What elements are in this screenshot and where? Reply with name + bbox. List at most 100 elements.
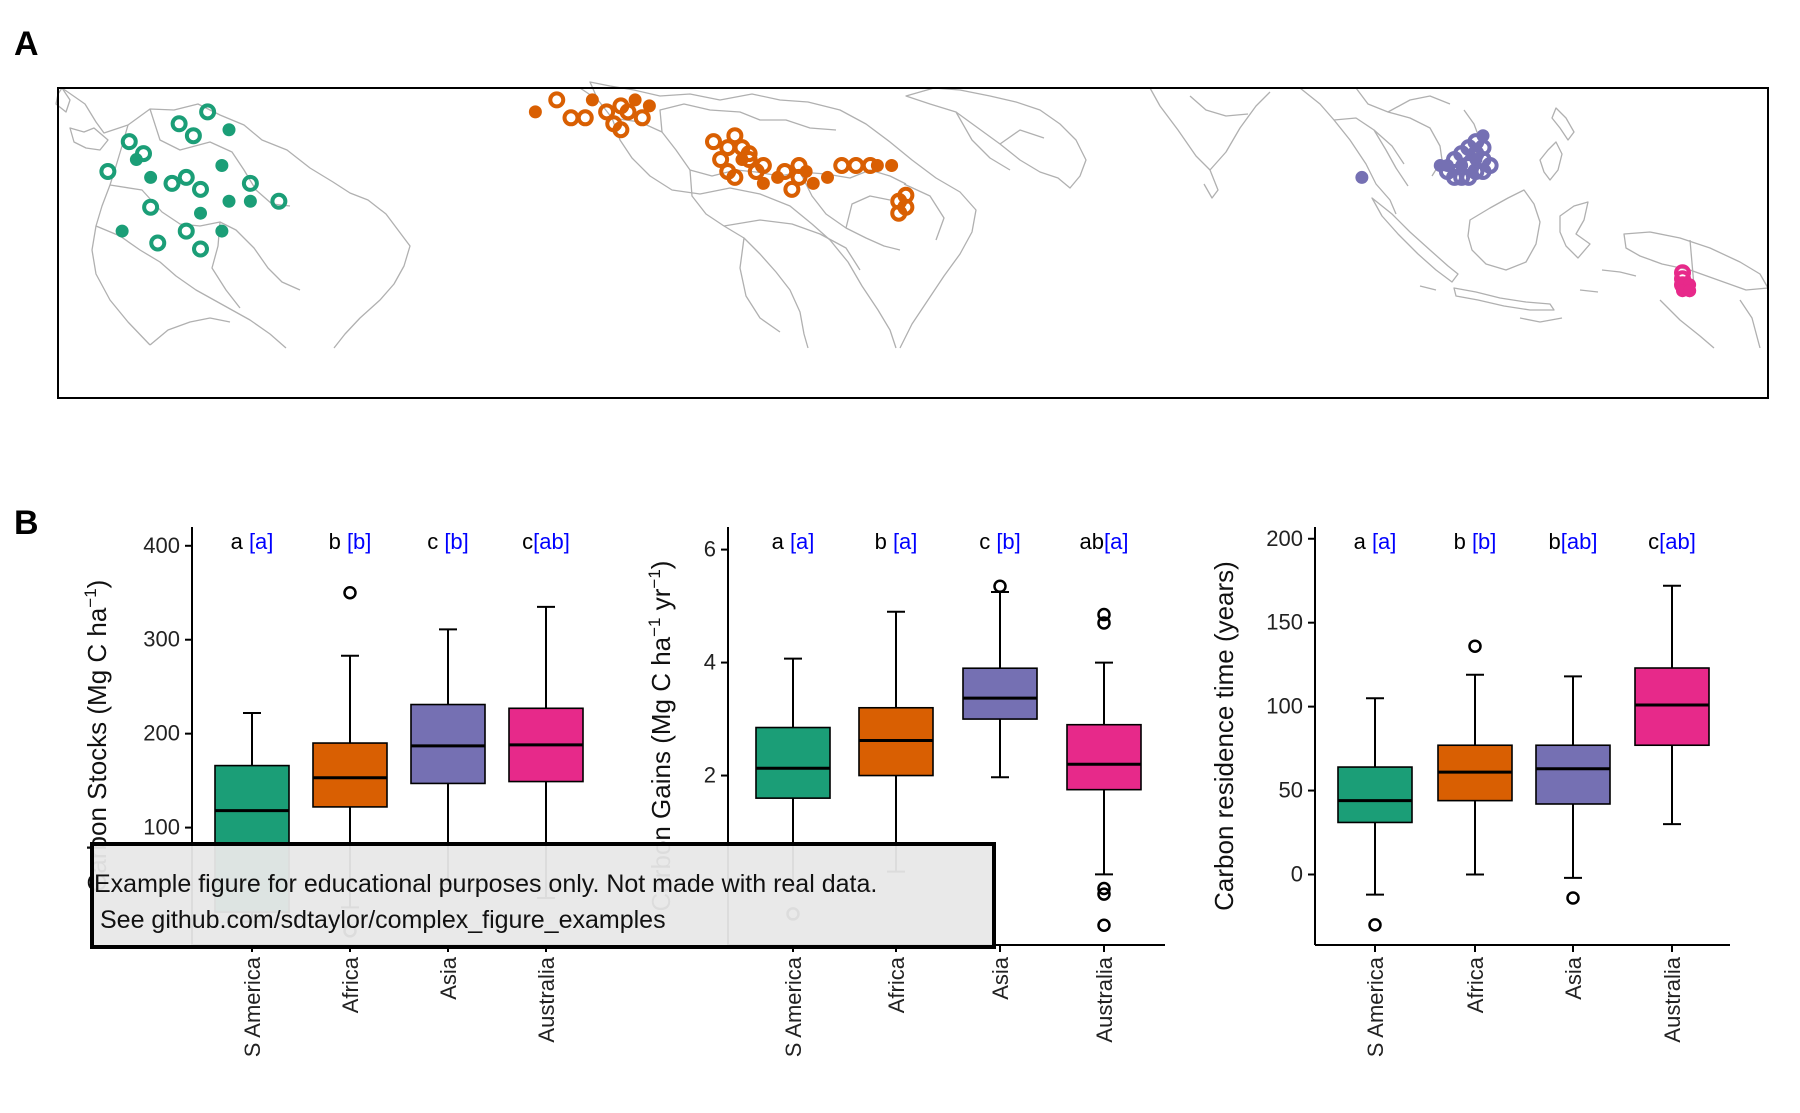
significance-letters: c [b] [979, 529, 1021, 554]
disclaimer-note: Example figure for educational purposes … [90, 842, 996, 949]
box-asia [962, 667, 1038, 720]
y-tick-label: 100 [1266, 694, 1303, 719]
site-ring-africa [619, 103, 637, 121]
site-dot-africa [642, 99, 656, 113]
outlier-asia [993, 579, 1007, 594]
outlier-australia [1097, 918, 1111, 932]
x-tick-label: Australia [1660, 956, 1685, 1042]
site-ring-s-america [142, 198, 160, 216]
site-ring-africa [783, 180, 801, 198]
site-ring-asia [1481, 157, 1499, 174]
site-dot-asia [1469, 153, 1483, 167]
x-tick-label: Australia [534, 956, 559, 1042]
site-dot-s-america [222, 123, 236, 137]
site-dot-africa [528, 105, 542, 119]
site-ring-s-america [99, 162, 117, 180]
x-tick-label: Asia [436, 956, 461, 1000]
outlier-africa [1468, 639, 1482, 653]
disclaimer-line-2: See github.com/sdtaylor/complex_figure_e… [100, 906, 666, 934]
outlier-s-america [1368, 918, 1382, 932]
y-tick-label: 200 [1266, 526, 1303, 551]
box-africa [312, 742, 388, 808]
site-ring-s-america [163, 174, 181, 192]
site-ring-africa [598, 103, 616, 121]
significance-letters: c[ab] [1648, 529, 1696, 554]
site-ring-s-america [120, 133, 138, 151]
x-tick-label: Africa [884, 956, 909, 1013]
site-ring-africa [633, 109, 651, 127]
outlier-australia [1097, 616, 1111, 630]
site-ring-africa [612, 121, 630, 139]
significance-letters: c[ab] [522, 529, 570, 554]
panel-a-label: A [14, 25, 39, 63]
panel-b-label: B [14, 504, 39, 542]
site-ring-africa [548, 91, 566, 109]
box-asia [410, 703, 486, 785]
site-ring-asia [1460, 168, 1478, 186]
significance-letters: b [b] [329, 529, 372, 554]
site-ring-africa [726, 127, 744, 145]
site-ring-s-america [170, 115, 188, 133]
site-ring-africa [705, 133, 722, 151]
significance-letters: b [b] [1454, 529, 1497, 554]
site-ring-s-america [177, 222, 195, 240]
disclaimer-line-1: Example figure for educational purposes … [94, 870, 878, 898]
country-borders [55, 81, 1769, 349]
map-panel [55, 81, 1769, 399]
y-tick-label: 50 [1279, 778, 1303, 803]
box-australia [1634, 667, 1710, 747]
site-ring-africa [712, 151, 730, 169]
site-dot-africa [628, 93, 642, 107]
site-ring-africa [747, 162, 765, 180]
site-dot-s-america [115, 224, 129, 238]
x-tick-label: Africa [1463, 956, 1488, 1013]
site-dot-asia [1476, 129, 1490, 143]
site-ring-s-america [184, 127, 202, 145]
site-dot-asia [1455, 159, 1469, 172]
site-dot-africa [885, 159, 899, 172]
significance-letters: c [b] [427, 529, 469, 554]
site-ring-s-america [149, 234, 167, 252]
site-dot-africa [756, 176, 770, 190]
site-dot-africa [870, 159, 884, 172]
significance-letters: ab[a] [1080, 529, 1129, 554]
y-tick-label: 400 [143, 533, 180, 558]
y-tick-label: 6 [704, 537, 716, 562]
box-s-america [1337, 766, 1413, 824]
site-ring-s-america [241, 174, 259, 192]
site-dot-s-america [243, 194, 257, 208]
site-dot-africa [821, 170, 834, 184]
site-dot-africa [585, 93, 599, 107]
site-ring-s-america [192, 180, 209, 198]
site-ring-s-america [192, 240, 209, 258]
site-ring-s-america [177, 168, 195, 186]
site-ring-africa [833, 157, 851, 174]
y-tick-label: 100 [143, 815, 180, 840]
site-dot-s-america [194, 206, 207, 220]
x-tick-label: Asia [1561, 956, 1586, 1000]
site-dot-s-america [222, 194, 236, 208]
site-dot-australia [1683, 284, 1697, 298]
y-tick-label: 2 [704, 763, 716, 788]
site-dot-s-america [215, 159, 229, 172]
site-dot-africa [806, 176, 820, 190]
y-tick-label: 0 [1291, 861, 1303, 886]
site-dot-s-america [129, 153, 143, 167]
x-tick-label: Australia [1092, 956, 1117, 1042]
y-tick-label: 150 [1266, 610, 1303, 635]
box-asia [1535, 744, 1611, 805]
y-tick-label: 300 [143, 627, 180, 652]
site-ring-s-america [270, 192, 288, 210]
site-ring-africa [890, 204, 908, 222]
site-dot-asia [1440, 159, 1454, 172]
site-dot-s-america [215, 224, 229, 238]
site-ring-s-america [199, 103, 217, 121]
outlier-australia [1097, 887, 1111, 901]
x-tick-label: S America [1363, 956, 1388, 1057]
site-ring-africa [726, 168, 744, 186]
y-tick-label: 4 [704, 650, 716, 675]
site-dot-asia [1355, 170, 1369, 184]
site-ring-africa [847, 157, 865, 174]
